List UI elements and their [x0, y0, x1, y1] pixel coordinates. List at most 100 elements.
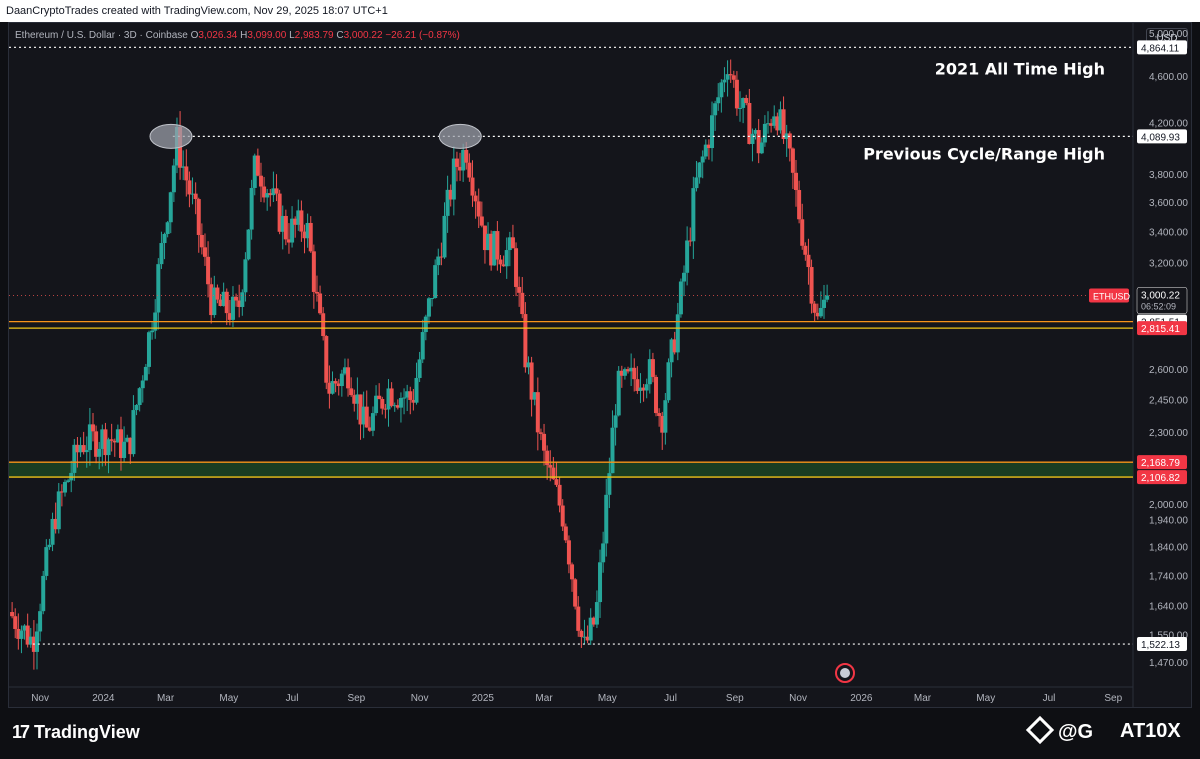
candle-body: [84, 450, 89, 453]
candle-body: [461, 149, 466, 171]
candle-body: [759, 142, 764, 154]
candle-body: [311, 251, 316, 292]
price-tick-label: 1,940.00: [1149, 515, 1188, 526]
chart-panel[interactable]: Ethereum / U.S. Dollar · 3D · Coinbase O…: [8, 22, 1192, 708]
candle-body: [526, 362, 531, 368]
candle-body: [703, 144, 708, 157]
close-value: 3,000.22: [343, 30, 383, 41]
price-level-tag: [1137, 40, 1187, 55]
candle-body: [143, 366, 148, 381]
candle-body: [489, 233, 494, 266]
candle-body: [790, 148, 795, 173]
candle-body: [781, 109, 786, 140]
price-tick-label: 4,600.00: [1149, 72, 1188, 83]
candle-body: [682, 272, 687, 282]
candle-body: [464, 149, 469, 163]
price-chart[interactable]: 5,000.00 4,600.00 4,200.00 3,800.00 3,600.00…: [9, 23, 1191, 707]
bar-countdown: 06:52:09: [1141, 302, 1176, 312]
candle-body: [408, 391, 413, 400]
price-tick-label: 1,550.00: [1149, 631, 1188, 642]
candle-body: [660, 415, 665, 433]
candle-body: [741, 98, 746, 108]
candle-body: [156, 264, 161, 313]
candle-body: [159, 243, 164, 265]
watermark-left-text: @G: [1058, 721, 1094, 743]
candle-body: [476, 201, 481, 217]
candle-body: [766, 123, 771, 125]
watermark-left: @G: [1025, 715, 1094, 745]
candle-body: [576, 606, 581, 631]
price-level-tag-text: 1,522.13: [1141, 640, 1180, 651]
candle-body: [417, 359, 422, 378]
candle-body: [756, 130, 761, 154]
candle-body: [430, 298, 435, 300]
candle-body: [750, 133, 755, 144]
candle-body: [610, 427, 615, 474]
candle-body: [62, 481, 67, 493]
candle-body: [38, 611, 43, 632]
candle-body: [224, 291, 229, 314]
candle-body: [700, 156, 705, 163]
candle-body: [815, 312, 820, 317]
candle-body: [237, 300, 242, 307]
candle-body: [744, 98, 749, 103]
candle-body: [629, 367, 634, 372]
current-price-tag: [1136, 287, 1188, 314]
candle-body: [184, 166, 189, 181]
candle-body: [392, 405, 397, 407]
candle-body: [81, 445, 86, 453]
candle-body: [420, 332, 425, 360]
candle-body: [809, 267, 814, 304]
candle-body: [822, 299, 827, 308]
candle-body: [632, 367, 637, 380]
candle-body: [492, 231, 497, 266]
candle-body: [439, 256, 444, 258]
candle-body: [657, 413, 662, 416]
candle-body: [377, 395, 382, 400]
price-level-tag-text: 2,168.79: [1141, 458, 1180, 469]
candle-body: [772, 116, 777, 126]
candle-body: [78, 445, 83, 453]
candle-body: [713, 103, 718, 116]
low-value: 2,983.79: [294, 30, 334, 41]
attribution-bar: DaanCryptoTrades created with TradingVie…: [0, 0, 1200, 22]
candle-body: [342, 367, 347, 374]
candle-body: [626, 369, 631, 372]
candle-body: [252, 155, 257, 188]
support-zone: [9, 462, 1133, 478]
candle-body: [395, 405, 400, 408]
time-tick-label: 2026: [850, 693, 873, 704]
candle-body: [262, 186, 267, 198]
candle-body: [498, 259, 503, 265]
candle-body: [90, 424, 95, 432]
candle-body: [734, 79, 739, 109]
time-tick-label: Nov: [789, 693, 807, 704]
candle-body: [280, 215, 285, 232]
candle-body: [339, 373, 344, 387]
time-tick-label: Mar: [535, 693, 553, 704]
candle-body: [34, 631, 39, 652]
price-tick-label: 2,600.00: [1149, 365, 1188, 376]
candle-body: [28, 636, 33, 645]
candle-body: [654, 376, 659, 414]
candle-body: [100, 429, 105, 449]
candle-body: [529, 362, 534, 400]
symbol-tag-text: ETHUSD: [1093, 292, 1131, 302]
candle-body: [367, 427, 372, 431]
candle-body: [115, 429, 120, 443]
candle-body: [570, 564, 575, 580]
candle-body: [150, 330, 155, 333]
candle-body: [517, 286, 522, 293]
price-level-tag-text: 4,089.93: [1141, 132, 1180, 143]
candle-body: [797, 190, 802, 220]
candle-body: [386, 388, 391, 410]
candle-body: [364, 406, 369, 428]
candle-body: [330, 381, 335, 394]
candle-body: [128, 437, 133, 455]
tradingview-logo[interactable]: 17 TradingView: [12, 722, 140, 743]
candle-body: [171, 165, 176, 193]
time-tick-label: Jul: [286, 693, 299, 704]
candle-body: [405, 391, 410, 398]
candle-body: [663, 400, 668, 433]
candle-body: [501, 264, 506, 267]
